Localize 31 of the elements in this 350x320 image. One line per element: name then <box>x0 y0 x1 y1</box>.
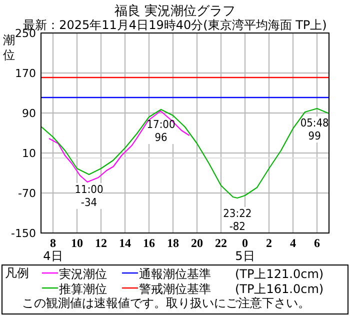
x-tick-label: 18 <box>167 236 179 250</box>
x-tick-label: 20 <box>191 236 203 250</box>
y-tick-label: 170 <box>15 67 36 80</box>
x-tick-label: 22 <box>215 236 227 250</box>
y-tick-label: 10 <box>22 147 36 160</box>
legend-label: 実況潮位 <box>59 267 107 281</box>
x-tick-label: 6 <box>314 236 320 250</box>
x-tick-label: 4 <box>290 236 296 250</box>
legend-label: 推算潮位 <box>59 282 107 296</box>
line-series <box>40 108 330 199</box>
chart-title: 福良 実況潮位グラフ <box>114 3 236 19</box>
x-tick-label: 14 <box>119 236 131 250</box>
annotation: 23:22 -82 <box>223 207 252 233</box>
legend-title: 凡例 <box>5 266 29 280</box>
annotation: 11:00 -34 <box>74 183 104 209</box>
y-tick-label: -70 <box>18 187 36 200</box>
x-tick-label: 2 <box>266 236 272 250</box>
y-tick-label: 90 <box>22 107 36 120</box>
line-series <box>48 110 190 183</box>
x-tick-label: 0 5日 <box>235 236 255 263</box>
legend-label: 通報潮位基準 (TP上121.0cm) <box>139 267 324 281</box>
annotation: 05:48 99 <box>300 116 329 142</box>
text: この観測値は速報値です。取り扱いにご注意下さい。 <box>22 296 310 310</box>
y-axis-title: 潮位 <box>3 33 15 62</box>
x-tick-label: 12 <box>95 236 107 250</box>
annotation: 17:00 96 <box>146 118 176 144</box>
x-tick-label: 10 <box>71 236 83 250</box>
x-tick-label: 16 <box>143 236 155 250</box>
y-tick-label: -150 <box>11 227 36 240</box>
x-tick-label: 8 4日 <box>43 236 63 263</box>
legend-label: 警戒潮位基準 (TP上161.0cm) <box>139 282 324 296</box>
